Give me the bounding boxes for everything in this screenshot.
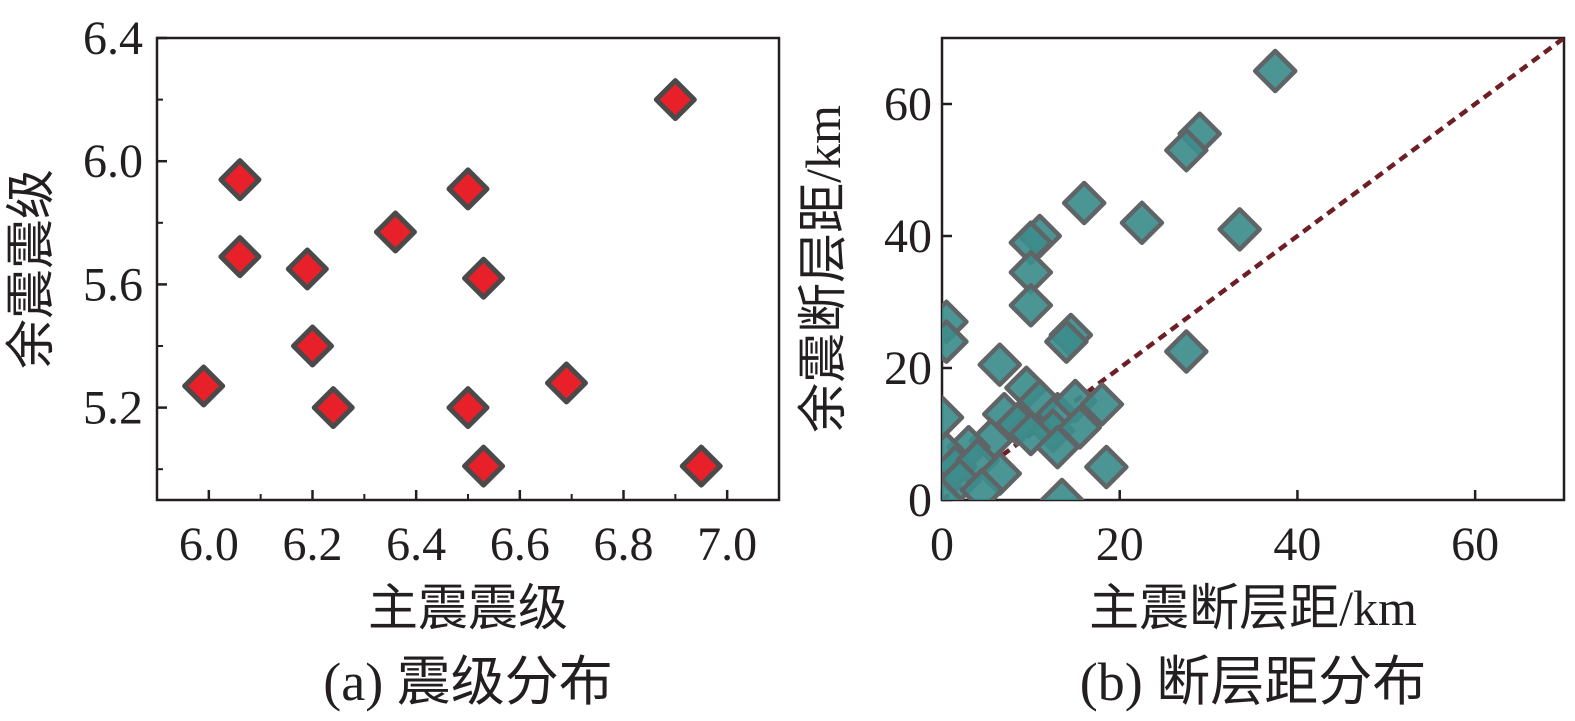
y-tick-label: 5.6 (83, 258, 143, 311)
data-point (1084, 444, 1129, 490)
data-point (942, 319, 969, 364)
data-point (285, 247, 329, 291)
x-tick-label: 6.0 (179, 518, 239, 571)
data-point (1119, 200, 1165, 246)
data-point (544, 361, 588, 405)
data-point (446, 167, 490, 211)
data-point (1217, 207, 1262, 252)
caption-b: (b) 断层距分布 (1080, 652, 1426, 712)
y-tick-label: 20 (884, 342, 932, 395)
data-point (1164, 329, 1209, 374)
data-point (291, 324, 334, 368)
x-ticks-a: 6.0 6.2 6.4 6.6 6.8 7.0 (179, 490, 757, 571)
x-tick-label: 6.6 (490, 518, 550, 571)
x-axis-title-a: 主震震级 (368, 580, 568, 636)
x-tick-label: 6.4 (386, 518, 446, 571)
y-tick-label: 40 (884, 210, 932, 263)
data-point (942, 395, 965, 440)
data-point (462, 256, 506, 300)
data-point (1035, 424, 1080, 470)
data-point (653, 78, 697, 122)
data-point (679, 444, 723, 488)
y-tick-label: 60 (884, 78, 932, 131)
x-tick-label: 7.0 (697, 518, 757, 571)
caption-a: (a) 震级分布 (323, 652, 612, 712)
data-point (959, 467, 1005, 500)
reference-line (942, 38, 1564, 500)
x-tick-label: 0 (930, 518, 954, 571)
y-ticks-a: 5.2 5.6 6.0 6.4 (83, 12, 167, 471)
plot-frame-b (940, 36, 1566, 502)
data-point (1039, 477, 1085, 500)
y-ticks-b: 0 20 40 60 (884, 78, 952, 527)
data-point (218, 235, 262, 279)
x-tick-label: 20 (1096, 518, 1144, 571)
points-b (942, 48, 1298, 500)
data-point (311, 386, 355, 430)
y-axis-title-b: 余震断层距/km (795, 105, 851, 433)
y-tick-label: 6.4 (83, 12, 143, 65)
y-tick-label: 5.2 (83, 382, 143, 435)
points-a (182, 78, 723, 488)
data-point (977, 342, 1023, 387)
data-point (1044, 319, 1089, 364)
chart-panel-b: 0 20 40 60 0 20 40 60 主震断层距/km 余震断层距/km (b) 断层… (795, 36, 1566, 712)
data-point (1164, 127, 1209, 173)
data-point (1061, 180, 1107, 226)
reference-line-group-b (942, 38, 1564, 500)
y-tick-label: 0 (908, 474, 932, 527)
data-point (182, 364, 226, 408)
x-axis-title-b: 主震断层距/km (1089, 580, 1417, 636)
chart-panel-a: 6.0 6.2 6.4 6.6 6.8 7.0 5.2 5.6 6.0 6.4 主震震级 余震震… (3, 12, 781, 712)
data-point (462, 444, 506, 488)
y-axis-title-a: 余震震级 (3, 169, 59, 369)
data-point (218, 158, 262, 202)
x-ticks-b: 0 20 40 60 (930, 490, 1499, 571)
data-point (1079, 382, 1125, 427)
data-point (942, 477, 965, 500)
x-tick-label: 60 (1451, 518, 1499, 571)
data-point (1008, 283, 1054, 328)
data-point (1252, 48, 1298, 94)
x-tick-label: 40 (1273, 518, 1321, 571)
x-tick-label: 6.8 (594, 518, 654, 571)
x-tick-label: 6.2 (283, 518, 343, 571)
data-point (373, 210, 417, 254)
data-point (446, 386, 490, 430)
y-tick-label: 6.0 (83, 135, 143, 188)
